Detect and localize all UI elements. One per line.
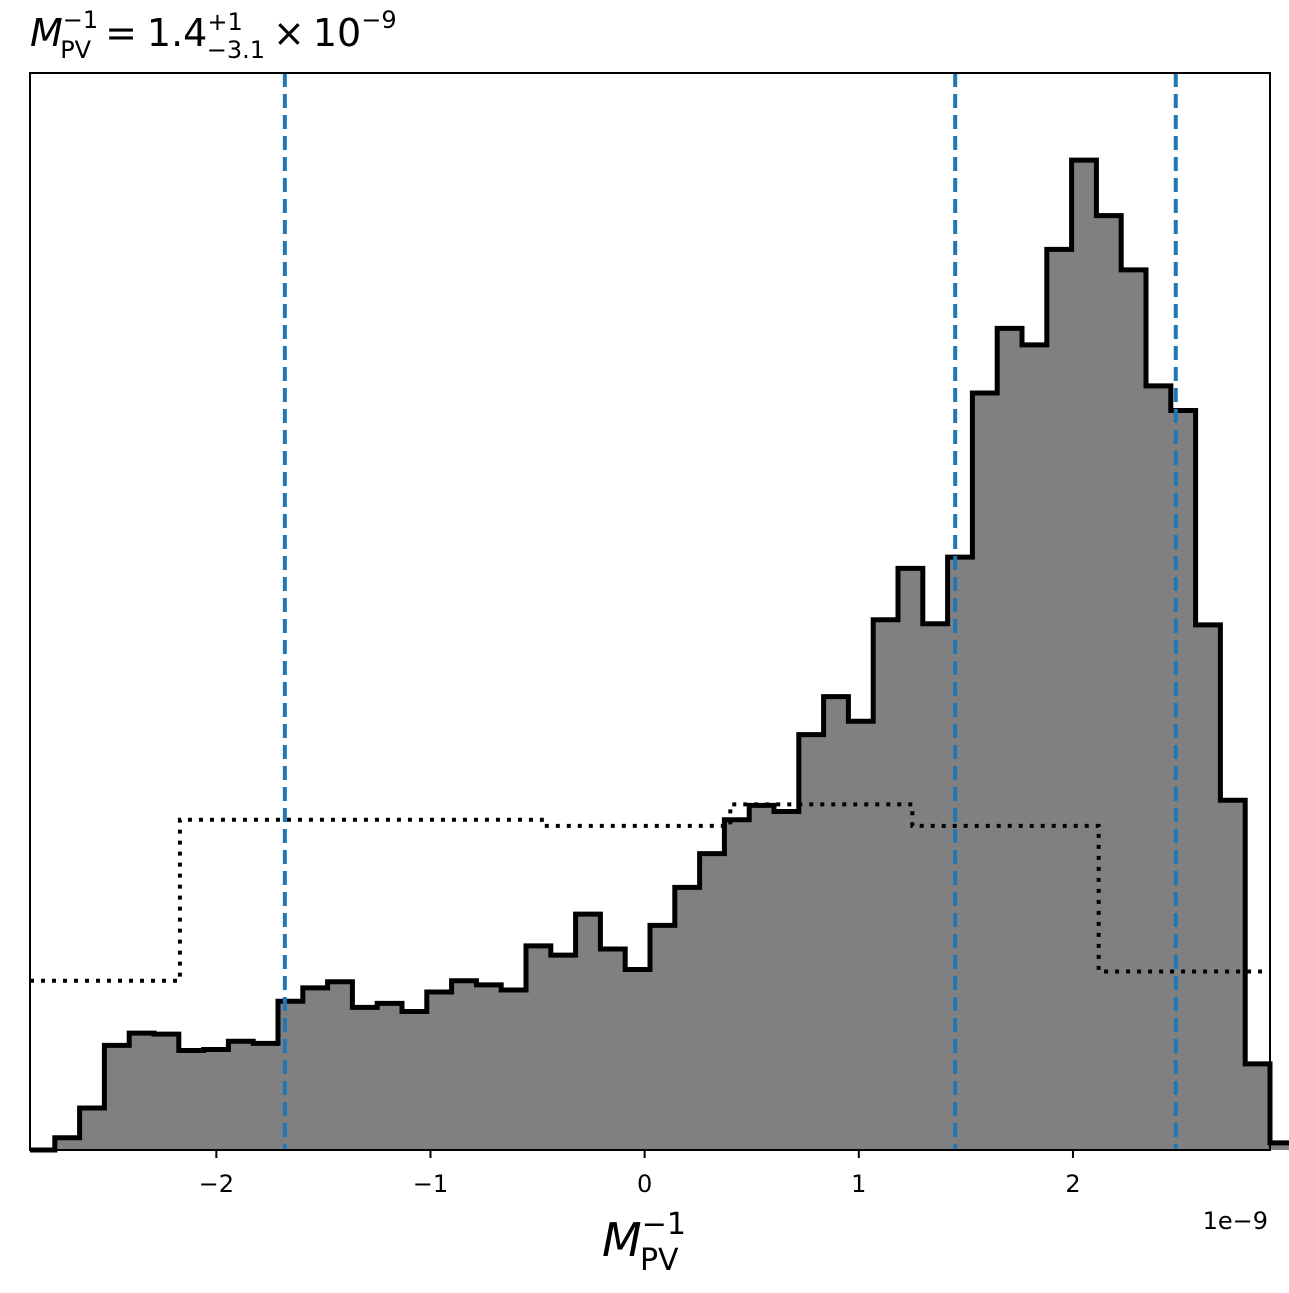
posterior-bar	[426, 992, 453, 1150]
chart-title: M−1 PV = 1.4+1 −3.1 × 10−9	[30, 6, 397, 64]
posterior-bar	[898, 568, 924, 1150]
x-tick-label: 1	[851, 1170, 866, 1198]
x-tick-label: 0	[637, 1170, 652, 1198]
credible-interval-lines	[282, 73, 1178, 1150]
posterior-bar	[674, 887, 701, 1150]
posterior-bar	[550, 955, 577, 1150]
posterior-bar	[997, 328, 1023, 1151]
posterior-bar	[1195, 624, 1221, 1150]
posterior-bar	[1220, 800, 1246, 1150]
posterior-bar	[377, 1003, 403, 1150]
posterior-bar	[104, 1045, 130, 1150]
posterior-bar	[526, 945, 552, 1150]
xlabel-sub: PV	[640, 1243, 679, 1278]
posterior-bar	[178, 1050, 205, 1150]
posterior-bar	[1096, 215, 1122, 1150]
posterior-bar	[650, 925, 676, 1150]
posterior-bar	[823, 696, 849, 1150]
posterior-bar	[476, 984, 502, 1150]
xlabel-symbol: M	[602, 1213, 642, 1267]
posterior-bar	[451, 980, 477, 1150]
posterior-bar	[203, 1049, 229, 1150]
posterior-bar	[154, 1034, 180, 1150]
posterior-bar	[1146, 385, 1172, 1150]
posterior-bar	[1245, 1063, 1271, 1150]
title-symbol-sub: PV	[60, 36, 91, 64]
posterior-bar	[253, 1043, 279, 1150]
posterior-bar	[972, 393, 998, 1151]
xlabel-sup: −1	[642, 1207, 686, 1242]
posterior-bar	[798, 734, 825, 1150]
posterior-bar	[278, 1001, 304, 1150]
posterior-histogram	[30, 157, 1289, 1153]
posterior-outline	[30, 157, 1289, 1153]
x-tick-label: −1	[413, 1170, 448, 1198]
posterior-bar	[1121, 269, 1147, 1150]
x-axis-label: M−1 PV	[602, 1207, 686, 1278]
title-exponent: −9	[361, 6, 396, 34]
title-base: 10	[313, 11, 361, 55]
posterior-bar	[228, 1041, 254, 1150]
posterior-bar	[922, 623, 949, 1150]
posterior-bar	[749, 805, 775, 1150]
x-axis-ticks: −2 −1 0 1 2	[199, 1150, 1081, 1198]
title-value: 1.4	[147, 11, 207, 55]
x-tick-label: −2	[199, 1170, 234, 1198]
x-offset-label: 1e−9	[1203, 1207, 1268, 1235]
posterior-bar	[575, 914, 601, 1150]
posterior-bar	[724, 819, 750, 1150]
title-err-minus: −3.1	[207, 36, 265, 64]
posterior-bar	[1071, 160, 1097, 1150]
posterior-bar	[947, 557, 973, 1150]
posterior-bar	[848, 721, 874, 1150]
posterior-bar	[1022, 344, 1048, 1150]
posterior-bar	[1270, 1142, 1289, 1150]
posterior-bar	[302, 987, 329, 1150]
posterior-bar	[774, 811, 800, 1150]
title-symbol-sup: −1	[63, 6, 98, 34]
posterior-bar	[501, 989, 527, 1150]
posterior-bar	[352, 1007, 378, 1150]
posterior-bar	[600, 948, 626, 1150]
posterior-bar	[79, 1107, 105, 1150]
posterior-bar	[129, 1033, 155, 1150]
posterior-bar	[625, 969, 651, 1150]
posterior-bar	[402, 1011, 428, 1150]
title-err-plus: +1	[207, 8, 242, 36]
x-tick-label: 2	[1065, 1170, 1080, 1198]
title-equals: =	[105, 11, 137, 55]
posterior-bar	[1046, 249, 1073, 1150]
title-times: ×	[273, 11, 305, 55]
posterior-bar	[873, 619, 899, 1150]
title-symbol: M	[30, 11, 63, 55]
plot-frame	[29, 72, 1271, 1151]
posterior-bar	[327, 981, 353, 1150]
posterior-bar	[699, 853, 725, 1150]
posterior-bar	[54, 1137, 81, 1150]
